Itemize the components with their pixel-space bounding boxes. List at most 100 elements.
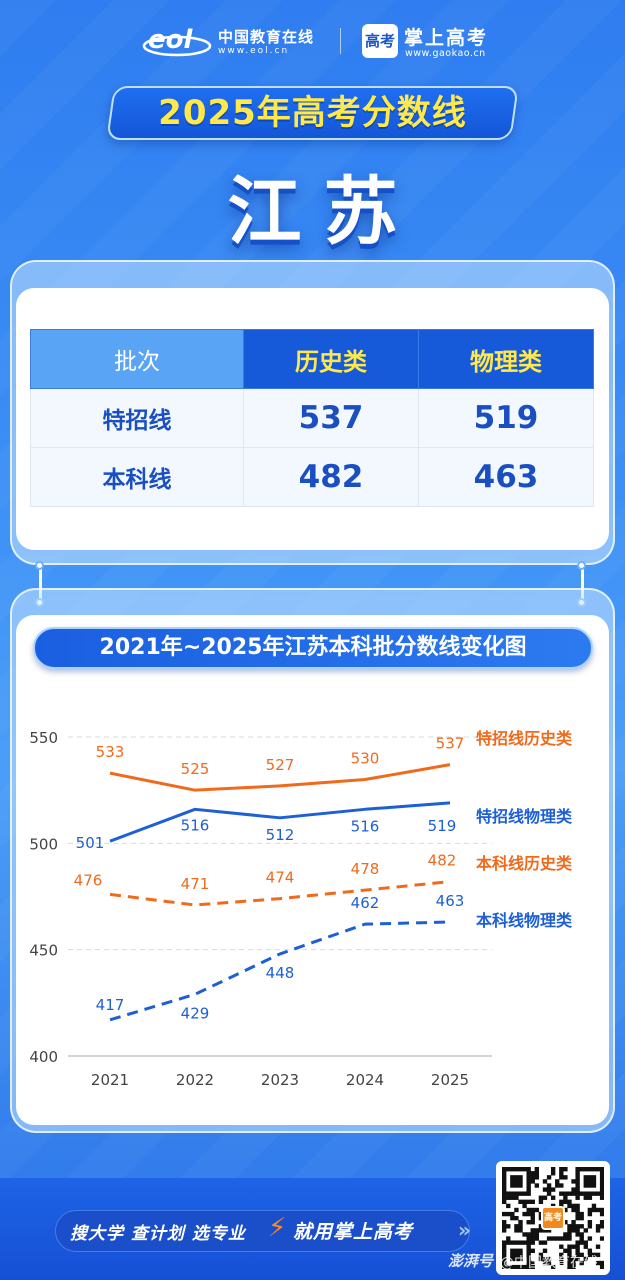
slogan-pill[interactable] bbox=[55, 1210, 470, 1252]
qr-module bbox=[579, 1215, 584, 1221]
slogan-left: 搜大学 查计划 选专业 bbox=[70, 1224, 246, 1244]
score-value: 463 bbox=[418, 447, 594, 507]
qr-module bbox=[575, 1211, 580, 1217]
qr-module bbox=[518, 1240, 523, 1245]
qr-module bbox=[510, 1252, 515, 1258]
qr-module bbox=[563, 1232, 568, 1237]
qr-module bbox=[514, 1191, 519, 1196]
data-label: 482 bbox=[428, 852, 457, 870]
qr-module bbox=[502, 1167, 507, 1172]
qr-module bbox=[518, 1228, 523, 1233]
qr-module bbox=[599, 1224, 605, 1229]
qr-module bbox=[599, 1171, 605, 1176]
qr-module bbox=[599, 1187, 605, 1192]
qr-module bbox=[526, 1240, 531, 1245]
series-line bbox=[109, 801, 451, 843]
data-label: 501 bbox=[76, 834, 105, 852]
data-label: 519 bbox=[428, 817, 457, 835]
qr-module bbox=[546, 1175, 552, 1180]
qr-module bbox=[599, 1264, 605, 1270]
qr-module bbox=[506, 1191, 511, 1196]
score-value: 482 bbox=[243, 447, 419, 507]
qr-module bbox=[542, 1195, 548, 1200]
qr-module bbox=[587, 1236, 593, 1241]
qr-module bbox=[526, 1220, 531, 1225]
qr-module bbox=[506, 1240, 511, 1245]
qr-module bbox=[575, 1244, 580, 1249]
qr-module bbox=[518, 1175, 523, 1180]
data-label: 537 bbox=[436, 735, 465, 753]
qr-module bbox=[514, 1228, 519, 1233]
qr-module bbox=[510, 1179, 515, 1184]
qr-module bbox=[542, 1179, 548, 1184]
qr-module bbox=[542, 1240, 548, 1245]
qr-module bbox=[502, 1248, 507, 1253]
qr-module bbox=[522, 1211, 527, 1217]
qr-module bbox=[559, 1244, 564, 1249]
qr-module bbox=[571, 1191, 576, 1196]
qr-module bbox=[583, 1244, 588, 1249]
qr-module bbox=[575, 1240, 580, 1245]
qr-module bbox=[567, 1252, 572, 1258]
qr-module bbox=[530, 1199, 535, 1205]
qr-module bbox=[575, 1207, 580, 1213]
qr-module bbox=[530, 1220, 535, 1225]
qr-module bbox=[506, 1203, 511, 1209]
score-table-header: 批次 历史类 物理类 bbox=[30, 329, 594, 389]
qr-module bbox=[530, 1240, 535, 1245]
qr-module bbox=[595, 1252, 601, 1258]
data-label: 417 bbox=[96, 996, 125, 1014]
qr-module bbox=[534, 1183, 540, 1188]
qr-module bbox=[526, 1199, 531, 1205]
qr-module bbox=[583, 1228, 588, 1233]
qr-module bbox=[518, 1199, 523, 1205]
qr-module bbox=[510, 1195, 515, 1200]
qr-module bbox=[563, 1199, 568, 1205]
qr-module bbox=[579, 1211, 584, 1217]
qr-module bbox=[510, 1211, 515, 1217]
qr-module bbox=[567, 1224, 572, 1229]
qr-module bbox=[514, 1207, 519, 1213]
data-label: 448 bbox=[266, 964, 295, 982]
qr-module bbox=[518, 1167, 523, 1172]
data-label: 429 bbox=[181, 1004, 210, 1022]
qr-module bbox=[571, 1228, 576, 1233]
qr-module bbox=[575, 1228, 580, 1233]
qr-module bbox=[571, 1220, 576, 1225]
qr-module bbox=[534, 1207, 540, 1213]
qr-module bbox=[559, 1191, 564, 1196]
qr-module bbox=[546, 1236, 552, 1241]
qr-module bbox=[526, 1171, 531, 1176]
qr-module bbox=[559, 1203, 564, 1209]
qr-module bbox=[579, 1252, 584, 1258]
qr-module bbox=[530, 1171, 535, 1176]
qr-module bbox=[575, 1195, 580, 1200]
qr-module bbox=[571, 1187, 576, 1192]
connector-dot bbox=[577, 561, 586, 570]
x-tick-label: 2022 bbox=[176, 1071, 214, 1089]
qr-module bbox=[514, 1248, 519, 1253]
score-table: 批次 历史类 物理类 特招线 537 519 本科线 482 463 bbox=[30, 329, 594, 507]
qr-module bbox=[591, 1167, 597, 1172]
qr-module bbox=[599, 1207, 605, 1213]
eol-logo-text: eol bbox=[148, 25, 193, 55]
qr-module bbox=[567, 1260, 572, 1266]
qr-module bbox=[575, 1215, 580, 1221]
qr-module bbox=[583, 1175, 588, 1180]
qr-module bbox=[534, 1228, 540, 1233]
qr-module bbox=[563, 1236, 568, 1241]
qr-module bbox=[550, 1187, 556, 1192]
data-label: 463 bbox=[436, 892, 465, 910]
qr-module bbox=[546, 1191, 552, 1196]
qr-module bbox=[502, 1228, 507, 1233]
qr-module bbox=[518, 1224, 523, 1229]
qr-module bbox=[506, 1195, 511, 1200]
qr-module bbox=[502, 1224, 507, 1229]
qr-module bbox=[579, 1191, 584, 1196]
qr-module bbox=[530, 1264, 535, 1270]
data-label: 516 bbox=[181, 816, 210, 834]
qr-module bbox=[502, 1244, 507, 1249]
qr-module bbox=[542, 1228, 548, 1233]
lightning-icon: ⚡ bbox=[268, 1213, 287, 1243]
qr-module bbox=[575, 1232, 580, 1237]
